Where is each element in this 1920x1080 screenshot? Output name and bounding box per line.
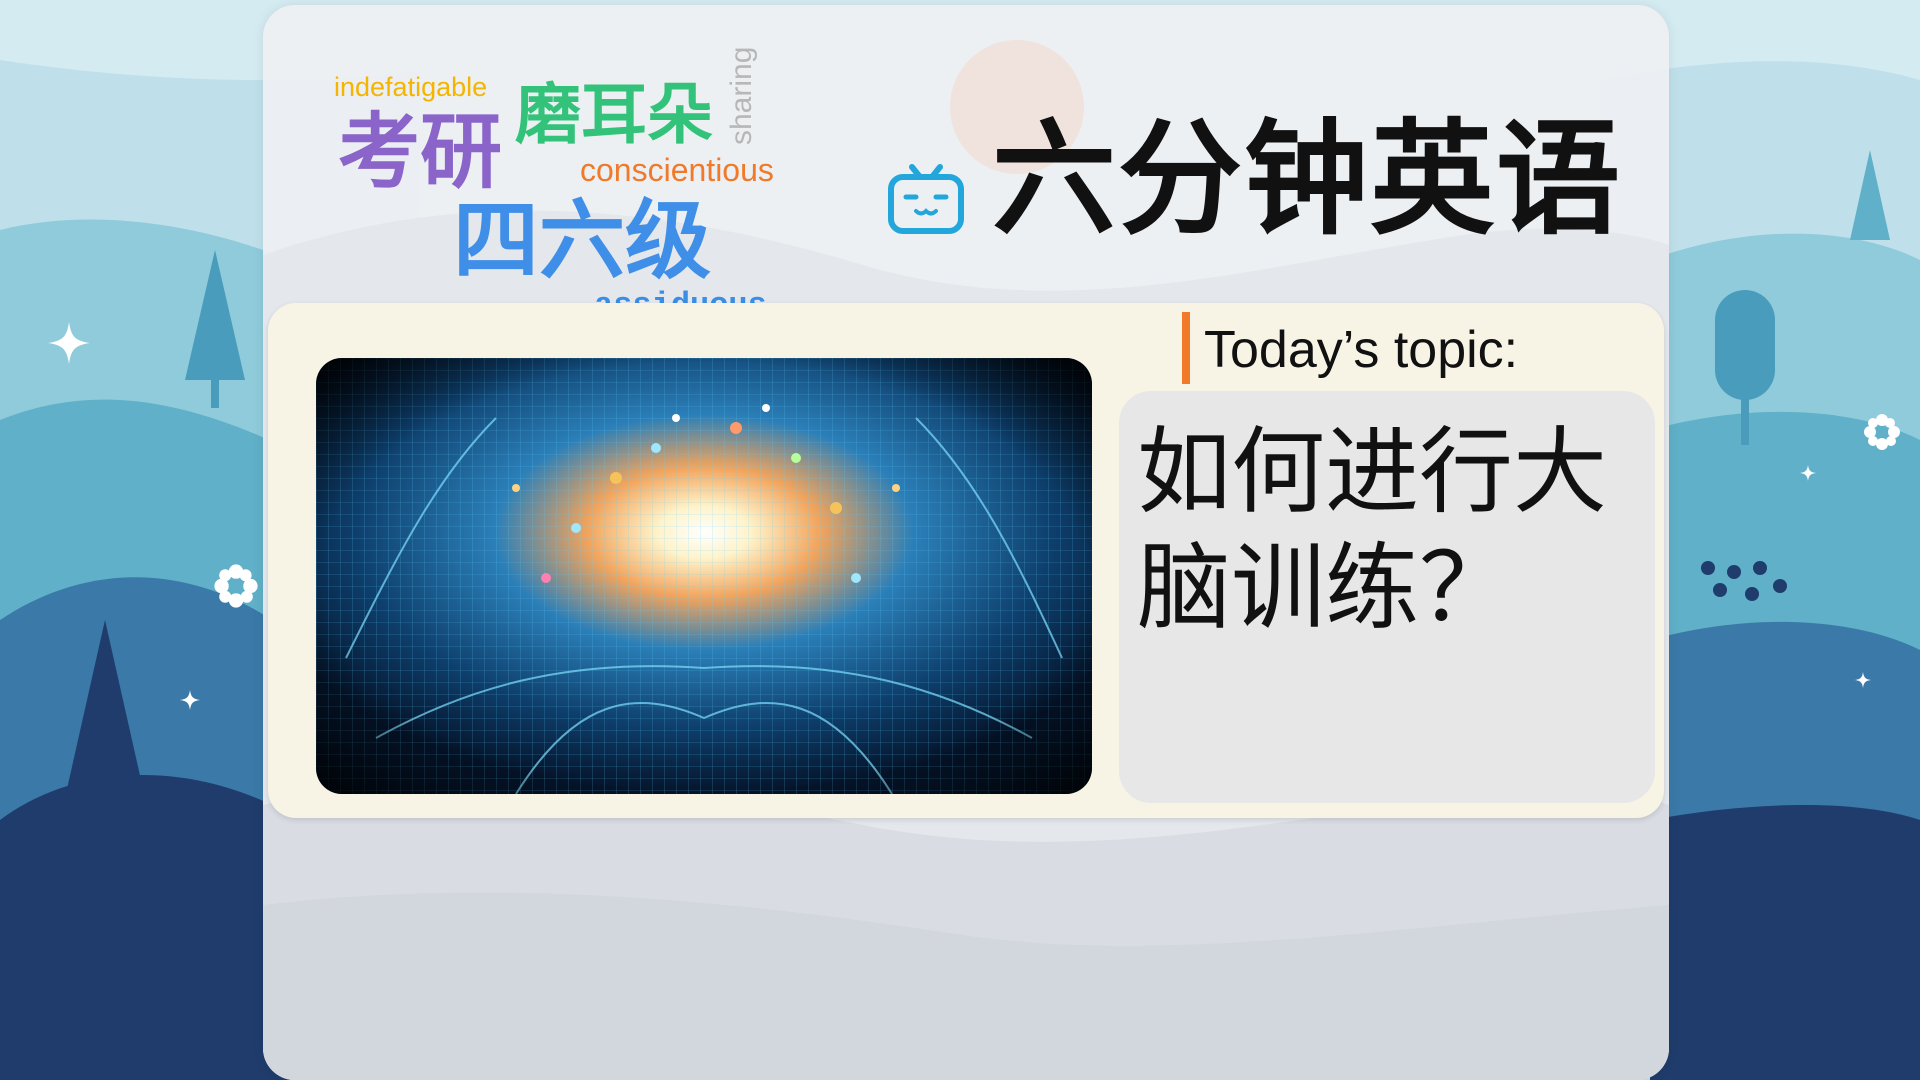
word-cloud-word: sharing	[725, 46, 758, 145]
sparkle-icon	[48, 322, 90, 364]
word-cloud-word: conscientious	[580, 152, 774, 188]
flower-icon	[214, 564, 258, 608]
word-cloud-word: indefatigable	[334, 72, 488, 102]
sparkle-icon	[180, 690, 200, 710]
flower-icon	[1864, 414, 1900, 450]
topic-box	[1119, 391, 1655, 803]
sparkle-icon	[1855, 672, 1871, 688]
brain-illustration	[316, 358, 1092, 794]
topic-text: 如何进行大脑训练？	[1137, 418, 1608, 643]
topic-accent-bar	[1182, 312, 1190, 384]
word-cloud-word: 磨耳朵	[515, 76, 713, 153]
topic-label: Today’s topic:	[1204, 321, 1519, 379]
sparkle-icon	[1800, 465, 1816, 481]
decorative-circle	[950, 40, 1084, 174]
word-cloud-word: 考研	[338, 105, 503, 200]
tv-logo-icon	[888, 164, 964, 234]
word-cloud-word: 四六级	[453, 191, 711, 291]
page-title: 六分钟英语	[992, 108, 1623, 252]
